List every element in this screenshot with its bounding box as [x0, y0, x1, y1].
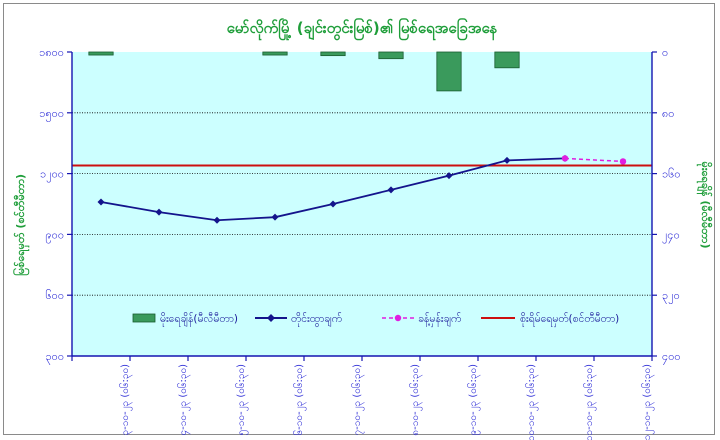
forecast-line — [564, 157, 624, 163]
forecast-point — [561, 155, 569, 162]
chart-title: မော်လိုက်မြို့ (ချင်းတွင်းမြစ်)၏ မြစ်ရေအ… — [227, 17, 498, 41]
x-tick-label: ၁၂-၁၀-၂၃ (၀၆:၃၀) — [640, 364, 655, 440]
observed-point — [155, 208, 163, 216]
y-left-tick-label: ၁၂၀၀ — [40, 168, 64, 183]
rainfall-bars — [88, 51, 520, 92]
rainfall-bar — [88, 51, 114, 56]
rainfall-bar — [378, 51, 404, 60]
y-right-tick-label: ၃၂၀ — [662, 289, 680, 304]
x-tick-label: ၃-၁၀-၂၃ (၀၆:၃၀) — [118, 364, 133, 436]
observed-point — [445, 172, 453, 180]
y-right-tick-label: ၀ — [662, 46, 668, 59]
observed-point — [97, 198, 105, 206]
x-tick-label: ၄-၁၀-၂၃ (၀၆:၃၀) — [176, 364, 191, 436]
observed-point — [387, 186, 395, 194]
y-right-tick-label: ၂၄၀ — [662, 228, 680, 243]
legend-label-observed: တိုင်းထွာချက် — [291, 312, 342, 327]
axes — [67, 51, 657, 361]
legend-label-warning: စိုးရိမ်ရေမှတ်(စင်တီမီတာ) — [520, 312, 619, 327]
legend-swatch-rainfall — [132, 313, 156, 323]
rainfall-bar — [262, 51, 288, 56]
y-axis-left-label: မြစ်ရေမှတ် (စင်တီမီတာ) — [12, 174, 30, 276]
x-tick-label: ၅-၁၀-၂၃ (၀၆:၃၀) — [234, 364, 249, 436]
y-right-tick-label: ၄၀၀ — [662, 350, 681, 365]
forecast-point — [619, 158, 627, 165]
legend-marker-forecast — [394, 314, 402, 322]
rainfall-bar — [320, 51, 346, 57]
gridlines — [72, 112, 652, 296]
y-right-tick-label: ၈၀ — [662, 107, 674, 120]
x-tick-label: ၇-၁၀-၂၃ (၀၆:၃၀) — [350, 364, 365, 436]
y-left-tick-label: ၉၀၀ — [45, 228, 64, 243]
y-left-tick-label: ၁၈၀၀ — [39, 46, 64, 59]
legend-label-rainfall: မိုးရေချိန်(မီလီမီတာ) — [160, 312, 238, 327]
observed-point — [503, 156, 511, 164]
legend: မိုးရေချိန်(မီလီမီတာ) တိုင်းထွာချက် ခန့်… — [132, 312, 619, 327]
rainfall-bar — [436, 51, 462, 92]
plot-area — [72, 52, 652, 356]
x-tick-label: ၆-၁၀-၂၃ (၀၆:၃၀) — [292, 364, 307, 436]
y-right-tick-label: ၁၆၀ — [662, 168, 681, 181]
legend-label-forecast: ခန့်မှန်းချက် — [418, 312, 461, 327]
observed-point — [213, 216, 221, 224]
forecast-series — [561, 155, 627, 165]
y-left-tick-label: ၁၅၀၀ — [39, 107, 64, 122]
observed-point — [329, 200, 337, 208]
legend-marker-observed — [267, 314, 275, 322]
x-tick-label: ၉-၁၀-၂၃ (၀၆:၃၀) — [466, 364, 481, 436]
x-tick-label: ၁၀-၁၀-၂၃ (၀၆:၃၀) — [524, 364, 539, 440]
y-left-tick-label: ၃၀၀ — [45, 350, 64, 365]
observed-point — [271, 213, 279, 221]
x-tick-label: ၈-၁၀-၂၃ (၀၆:၃၀) — [408, 364, 423, 436]
y-left-tick-label: ၆၀၀ — [45, 289, 64, 302]
x-tick-label: ၁၁-၁၀-၂၃ (၀၆:၃၀) — [582, 364, 597, 440]
rainfall-bar — [494, 51, 520, 69]
y-axis-right-label: မိုးရေချိန် (မီလီမီတာ) — [696, 162, 713, 249]
